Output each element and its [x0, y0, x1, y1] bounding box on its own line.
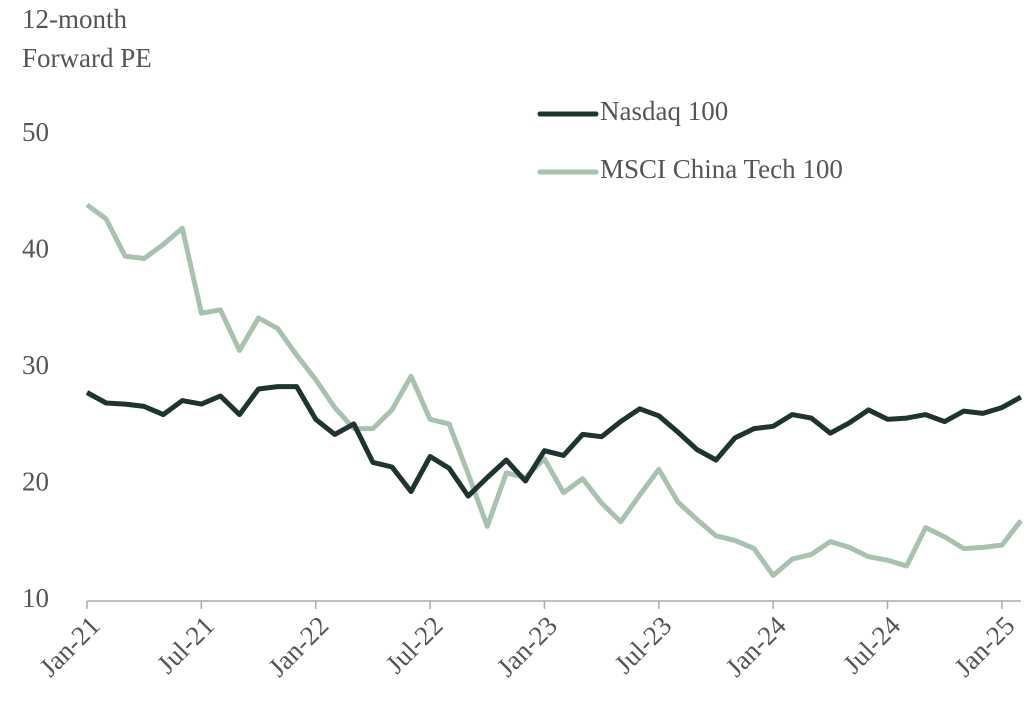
- x-tick-label: Jan-23: [491, 610, 563, 682]
- y-tick-label: 30: [22, 350, 49, 380]
- y-axis-title: 12-month: [22, 4, 127, 34]
- y-tick-label: 20: [22, 467, 49, 497]
- x-tick-label: Jul-23: [608, 610, 677, 679]
- series-line: [85, 202, 1023, 578]
- y-tick-label: 10: [22, 583, 49, 613]
- y-tick-label: 50: [22, 117, 49, 147]
- x-tick-label: Jan-24: [720, 610, 792, 682]
- x-tick-label: Jan-21: [34, 610, 106, 682]
- legend-label: Nasdaq 100: [600, 96, 728, 126]
- x-tick-label: Jan-22: [262, 610, 334, 682]
- legend-label: MSCI China Tech 100: [600, 154, 843, 184]
- x-tick-label: Jan-25: [948, 610, 1020, 682]
- x-tick-label: Jul-24: [837, 610, 906, 679]
- x-tick-label: Jul-21: [151, 610, 220, 679]
- x-tick-label: Jul-22: [380, 610, 449, 679]
- y-tick-label: 40: [22, 234, 49, 264]
- series-line: [85, 384, 1023, 499]
- y-axis-title: Forward PE: [22, 43, 152, 73]
